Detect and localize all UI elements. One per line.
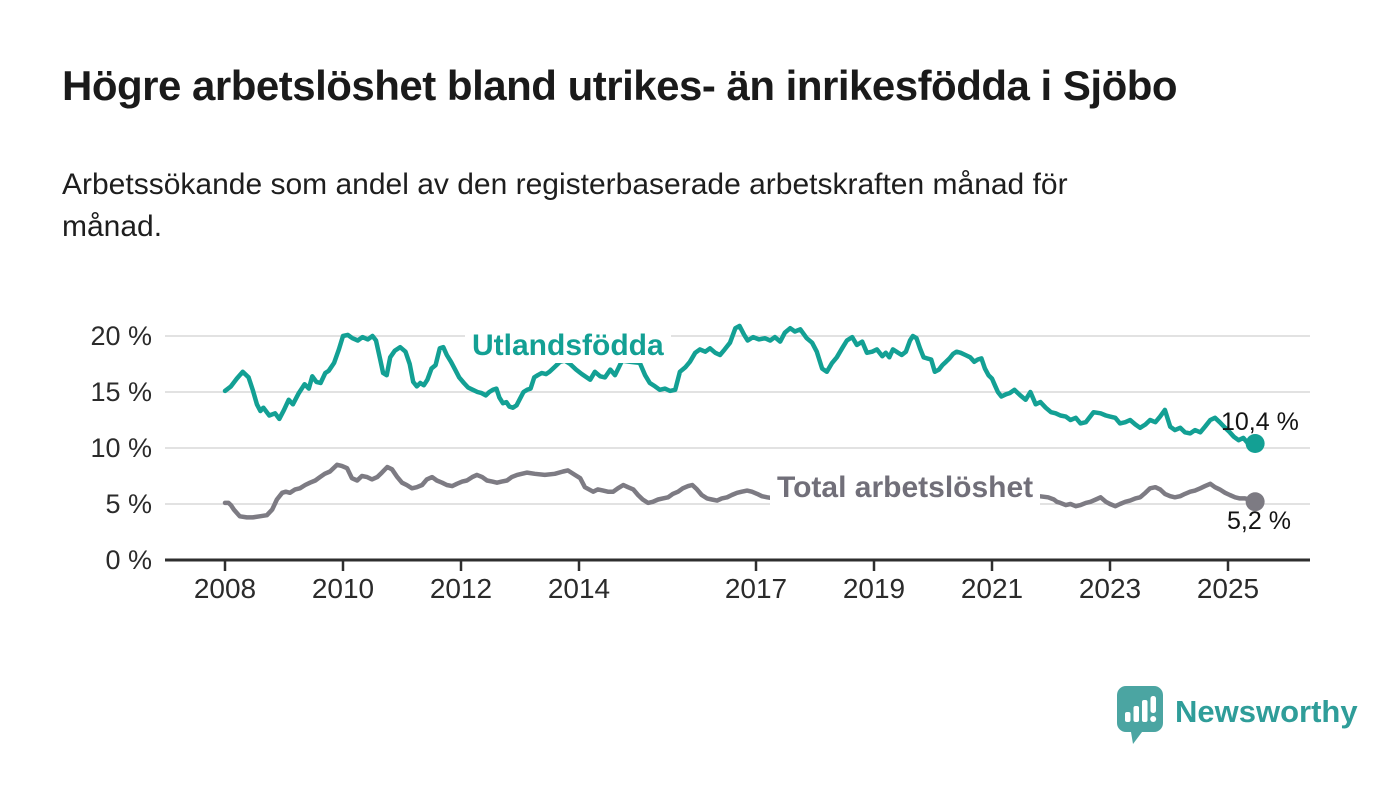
- chart-subtitle: Arbetssökande som andel av den registerb…: [62, 168, 1068, 243]
- line-total-arbetsloshet: [222, 462, 1258, 520]
- y-tick-label: 5 %: [105, 489, 152, 519]
- newsworthy-wordmark: Newsworthy: [1175, 694, 1358, 729]
- line-utlandsfodda: [222, 323, 1258, 447]
- x-tick-label: 2023: [1079, 573, 1141, 604]
- x-tick-label: 2021: [961, 573, 1023, 604]
- x-tick-label: 2025: [1197, 573, 1259, 604]
- y-tick-label: 15 %: [90, 377, 152, 407]
- y-tick-label: 20 %: [90, 321, 152, 351]
- series-label-total-arbetsloshet: Total arbetslöshet: [770, 471, 1041, 505]
- x-tick-label: 2014: [548, 573, 610, 604]
- page-title: Högre arbetslöshet bland utrikes- än inr…: [62, 62, 1178, 109]
- end-dot-utlandsfodda: [1245, 434, 1265, 454]
- x-tick-label: 2019: [843, 573, 905, 604]
- x-tick-label: 2017: [725, 573, 787, 604]
- x-tick-label: 2008: [194, 573, 256, 604]
- x-tick-label: 2012: [430, 573, 492, 604]
- speech-bubble-bar-chart-icon: [1117, 686, 1163, 744]
- y-tick-label: 0 %: [105, 545, 152, 575]
- x-tick-label: 2010: [312, 573, 374, 604]
- series-label-utlandsfodda: Utlandsfödda: [465, 329, 671, 363]
- y-tick-label: 10 %: [90, 433, 152, 463]
- newsworthy-logo: Newsworthy: [1113, 684, 1358, 746]
- end-value-label-total: 5,2 %: [1227, 507, 1291, 535]
- end-value-label-utlandsfodda: 10,4 %: [1221, 408, 1299, 436]
- end-dot-total: [1245, 492, 1265, 512]
